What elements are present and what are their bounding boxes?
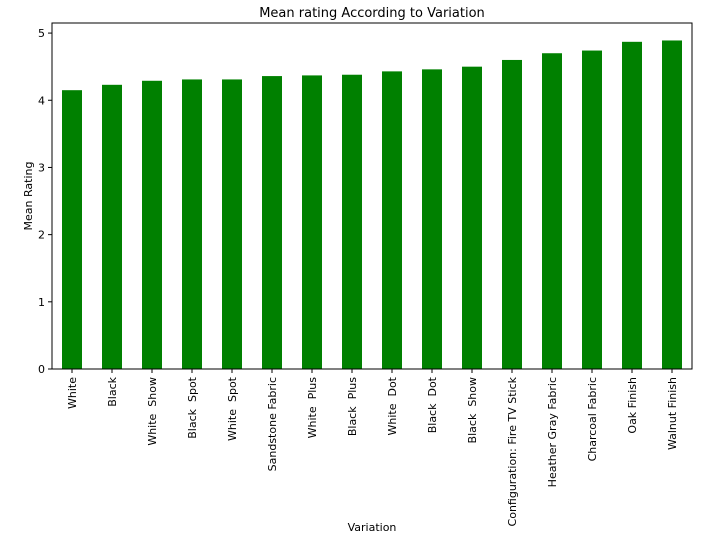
x-axis-label: Variation bbox=[348, 521, 397, 534]
y-tick-label: 3 bbox=[38, 161, 45, 174]
x-tick-label: White Dot bbox=[386, 376, 399, 435]
y-tick-label: 0 bbox=[38, 363, 45, 376]
bar-9 bbox=[422, 69, 442, 369]
bar-4 bbox=[222, 79, 242, 370]
bar-1 bbox=[102, 84, 122, 370]
x-tick-label: Walnut Finish bbox=[666, 377, 679, 450]
bar-12 bbox=[542, 53, 562, 370]
bar-6 bbox=[302, 75, 322, 370]
x-axis: White Black White Show Black Spot White Spot… bbox=[66, 369, 679, 526]
y-tick-label: 1 bbox=[38, 296, 45, 309]
x-tick-label: White Spot bbox=[226, 376, 239, 441]
bar-8 bbox=[382, 71, 402, 370]
bar-3 bbox=[182, 79, 202, 370]
x-tick-label: Heather Gray Fabric bbox=[546, 377, 559, 487]
y-tick-label: 4 bbox=[38, 94, 45, 107]
x-tick-label: White bbox=[66, 377, 79, 409]
x-tick-label: Oak Finish bbox=[626, 377, 639, 434]
bar-7 bbox=[342, 74, 362, 369]
plot-frame bbox=[51, 22, 693, 370]
x-tick-label: Black Show bbox=[466, 377, 479, 443]
bar-5 bbox=[262, 76, 282, 369]
y-tick-label: 2 bbox=[38, 229, 45, 242]
x-tick-label: Sandstone Fabric bbox=[266, 377, 279, 471]
bar-10 bbox=[462, 66, 482, 369]
x-tick-label: White Show bbox=[146, 377, 159, 446]
bar-11 bbox=[502, 59, 522, 370]
x-tick-label: White Plus bbox=[306, 377, 319, 439]
bar-13 bbox=[582, 50, 602, 370]
x-tick-label: Black bbox=[106, 376, 119, 406]
bar-15 bbox=[662, 40, 682, 370]
bar-2 bbox=[142, 80, 162, 370]
bar-14 bbox=[622, 41, 642, 370]
x-tick-label: Black Dot bbox=[426, 376, 439, 433]
x-tick-label: Black Plus bbox=[346, 377, 359, 436]
y-tick-label: 5 bbox=[38, 27, 45, 40]
chart-title: Mean rating According to Variation bbox=[259, 6, 485, 21]
bar-0 bbox=[62, 90, 82, 370]
y-axis-label: Mean Rating bbox=[22, 162, 35, 231]
bars-group bbox=[62, 40, 682, 370]
x-tick-label: Charcoal Fabric bbox=[586, 377, 599, 461]
x-tick-label: Black Spot bbox=[186, 376, 199, 438]
x-tick-label: Configuration: Fire TV Stick bbox=[506, 376, 519, 526]
y-axis: 0 1 2 3 4 5 bbox=[38, 27, 52, 376]
